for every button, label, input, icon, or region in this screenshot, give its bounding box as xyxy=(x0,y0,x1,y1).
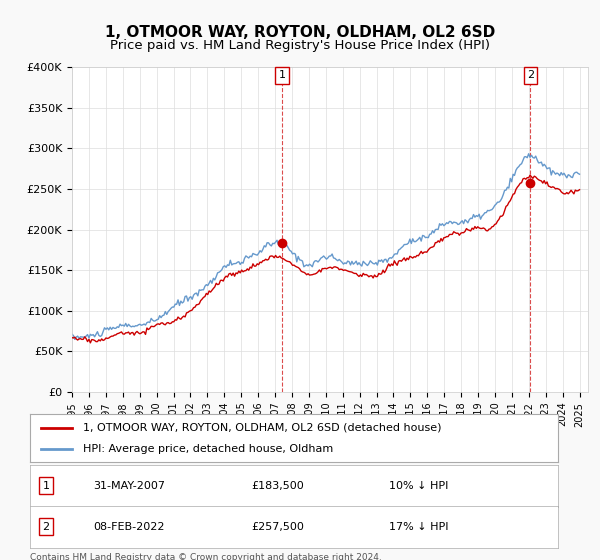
Text: Contains HM Land Registry data © Crown copyright and database right 2024.
This d: Contains HM Land Registry data © Crown c… xyxy=(30,553,382,560)
Text: 2: 2 xyxy=(527,71,534,80)
Text: 10% ↓ HPI: 10% ↓ HPI xyxy=(389,481,448,491)
Text: 1: 1 xyxy=(278,71,286,80)
Text: £257,500: £257,500 xyxy=(252,522,305,531)
Text: 1, OTMOOR WAY, ROYTON, OLDHAM, OL2 6SD: 1, OTMOOR WAY, ROYTON, OLDHAM, OL2 6SD xyxy=(105,25,495,40)
Text: £183,500: £183,500 xyxy=(252,481,305,491)
Text: 2: 2 xyxy=(42,522,49,531)
Text: 1, OTMOOR WAY, ROYTON, OLDHAM, OL2 6SD (detached house): 1, OTMOOR WAY, ROYTON, OLDHAM, OL2 6SD (… xyxy=(83,423,442,433)
Text: 31-MAY-2007: 31-MAY-2007 xyxy=(94,481,166,491)
Text: 17% ↓ HPI: 17% ↓ HPI xyxy=(389,522,449,531)
Text: 1: 1 xyxy=(43,481,49,491)
Text: 08-FEB-2022: 08-FEB-2022 xyxy=(94,522,165,531)
Text: Price paid vs. HM Land Registry's House Price Index (HPI): Price paid vs. HM Land Registry's House … xyxy=(110,39,490,52)
Text: HPI: Average price, detached house, Oldham: HPI: Average price, detached house, Oldh… xyxy=(83,444,333,454)
